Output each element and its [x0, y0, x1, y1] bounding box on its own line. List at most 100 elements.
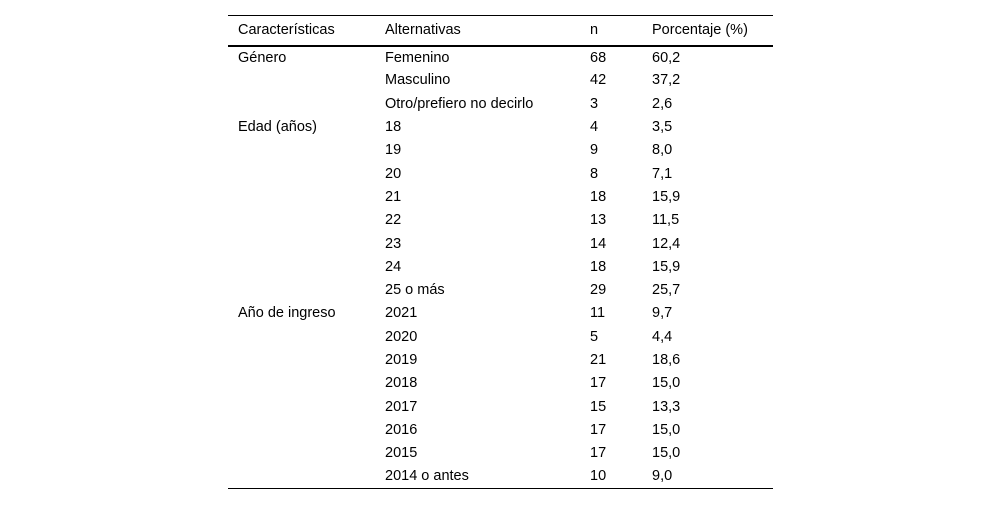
cell-caracteristica	[228, 465, 385, 488]
cell-porcentaje: 25,7	[652, 282, 681, 299]
cell-caracteristica: Género	[238, 49, 287, 66]
cell-n: 18	[590, 258, 607, 275]
cell-porcentaje: 9,7	[652, 305, 673, 322]
cell-n: 29	[590, 282, 607, 299]
cell-caracteristica	[228, 232, 385, 255]
column-header-n: n	[590, 15, 652, 47]
cell-caracteristica	[228, 348, 385, 371]
cell-porcentaje: 15,0	[652, 445, 681, 462]
cell-porcentaje: 18,6	[652, 352, 681, 368]
cell-alternativa: 2020	[385, 328, 418, 345]
table-row: Año de ingreso 2021 11 9,7	[228, 302, 773, 325]
table-row: Masculino 42 37,2	[228, 69, 773, 92]
cell-porcentaje: 15,0	[652, 421, 681, 438]
cell-n: 9	[590, 142, 599, 159]
cell-caracteristica	[228, 395, 385, 418]
table-header: Características Alternativas n Porcentaj…	[228, 15, 773, 47]
cell-alternativa: 23	[385, 235, 402, 252]
cell-n: 14	[590, 235, 607, 252]
cell-alternativa: 21	[385, 188, 402, 205]
cell-alternativa: 2018	[385, 375, 418, 392]
cell-caracteristica	[228, 278, 385, 301]
cell-alternativa: 2017	[385, 398, 418, 415]
table-row: 20 8 7,1	[228, 162, 773, 185]
table-row: 2014 o antes 10 9,0	[228, 465, 773, 488]
cell-caracteristica	[228, 162, 385, 185]
cell-alternativa: 24	[385, 258, 402, 275]
cell-caracteristica	[228, 69, 385, 92]
cell-alternativa: 2019	[385, 352, 418, 368]
cell-porcentaje: 15,9	[652, 258, 681, 275]
cell-n: 42	[590, 72, 607, 89]
cell-n: 5	[590, 328, 599, 345]
column-header-alternativas: Alternativas	[385, 15, 590, 47]
table-row: Género Femenino 68 60,2	[228, 46, 773, 69]
cell-n: 18	[590, 188, 607, 205]
cell-porcentaje: 12,4	[652, 235, 681, 252]
cell-porcentaje: 2,6	[652, 95, 673, 112]
column-header-caracteristicas: Características	[228, 15, 385, 47]
cell-caracteristica	[228, 442, 385, 465]
cell-n: 17	[590, 375, 607, 392]
cell-porcentaje: 7,1	[652, 165, 673, 182]
table-row: 2020 5 4,4	[228, 325, 773, 348]
cell-n: 68	[590, 49, 607, 66]
cell-n: 21	[590, 352, 607, 368]
table-row: 24 18 15,9	[228, 255, 773, 278]
table-row: 19 9 8,0	[228, 139, 773, 162]
cell-porcentaje: 3,5	[652, 119, 673, 136]
cell-alternativa: 2016	[385, 421, 418, 438]
cell-porcentaje: 9,0	[652, 468, 673, 485]
cell-n: 8	[590, 165, 599, 182]
table-row: Edad (años) 18 4 3,5	[228, 115, 773, 138]
cell-caracteristica	[228, 418, 385, 441]
table-row: 21 18 15,9	[228, 185, 773, 208]
cell-n: 3	[590, 95, 599, 112]
table-row: 2015 17 15,0	[228, 442, 773, 465]
column-header-porcentaje: Porcentaje (%)	[652, 15, 773, 47]
cell-alternativa: 25 o más	[385, 282, 445, 299]
cell-caracteristica	[228, 325, 385, 348]
cell-porcentaje: 4,4	[652, 328, 673, 345]
table-row: 2016 17 15,0	[228, 418, 773, 441]
table-row: 23 14 12,4	[228, 232, 773, 255]
cell-porcentaje: 11,5	[652, 212, 680, 229]
cell-porcentaje: 37,2	[652, 72, 681, 89]
header-row: Características Alternativas n Porcentaj…	[228, 15, 773, 47]
table-row: 22 13 11,5	[228, 209, 773, 232]
cell-alternativa: Masculino	[385, 72, 451, 89]
cell-porcentaje: 13,3	[652, 398, 681, 415]
cell-alternativa: 2014 o antes	[385, 468, 469, 485]
cell-porcentaje: 15,9	[652, 188, 681, 205]
table-row: 2017 15 13,3	[228, 395, 773, 418]
cell-n: 11	[590, 305, 606, 322]
cell-alternativa: 18	[385, 119, 402, 136]
cell-caracteristica: Edad (años)	[238, 119, 317, 136]
cell-alternativa: Femenino	[385, 49, 450, 66]
cell-caracteristica	[228, 139, 385, 162]
cell-caracteristica	[228, 372, 385, 395]
cell-alternativa: 2015	[385, 445, 418, 462]
cell-n: 13	[590, 212, 607, 229]
cell-alternativa: 22	[385, 212, 402, 229]
cell-alternativa: Otro/prefiero no decirlo	[385, 95, 534, 112]
cell-n: 4	[590, 119, 599, 136]
cell-n: 17	[590, 445, 607, 462]
cell-caracteristica	[228, 185, 385, 208]
cell-n: 15	[590, 398, 607, 415]
cell-caracteristica	[228, 255, 385, 278]
demographics-table-container: Características Alternativas n Porcentaj…	[228, 15, 773, 489]
cell-caracteristica	[228, 92, 385, 115]
demographics-table: Características Alternativas n Porcentaj…	[228, 15, 773, 489]
cell-porcentaje: 60,2	[652, 49, 681, 66]
cell-n: 10	[590, 468, 607, 485]
table-row: Otro/prefiero no decirlo 3 2,6	[228, 92, 773, 115]
table-row: 2018 17 15,0	[228, 372, 773, 395]
cell-caracteristica	[228, 209, 385, 232]
cell-alternativa: 19	[385, 142, 402, 159]
cell-alternativa: 2021	[385, 305, 418, 322]
table-row: 25 o más 29 25,7	[228, 278, 773, 301]
cell-alternativa: 20	[385, 165, 402, 182]
table-row: 2019 21 18,6	[228, 348, 773, 371]
cell-porcentaje: 15,0	[652, 375, 681, 392]
